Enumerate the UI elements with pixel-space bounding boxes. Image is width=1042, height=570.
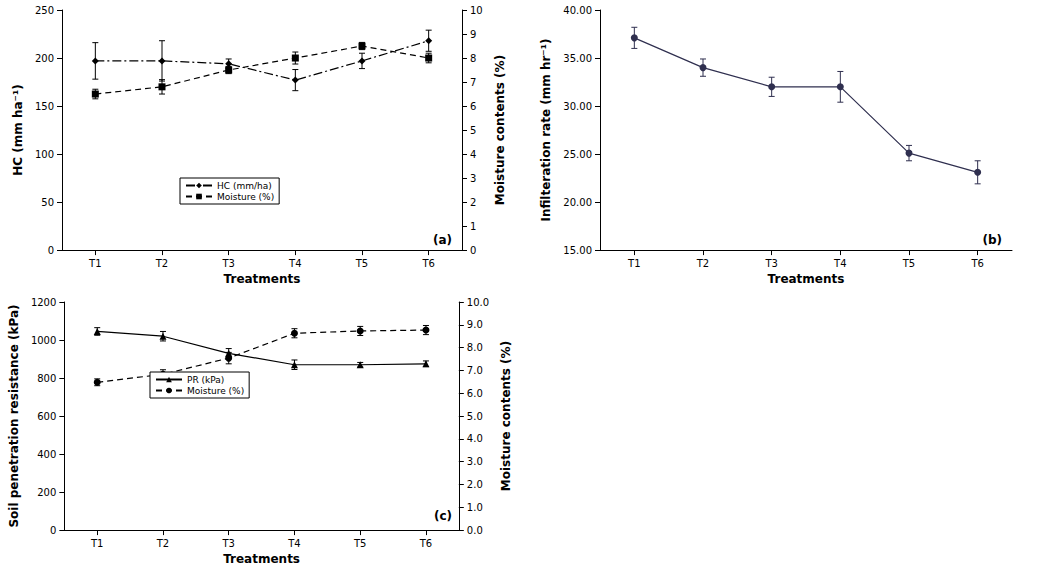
svg-text:1.0: 1.0 (467, 502, 483, 513)
svg-text:800: 800 (37, 373, 56, 384)
svg-text:40.00: 40.00 (563, 5, 592, 16)
svg-text:Treatments: Treatments (223, 552, 300, 566)
svg-text:T2: T2 (696, 258, 709, 269)
svg-text:T1: T1 (88, 258, 101, 269)
svg-text:HC (mm ha⁻¹): HC (mm ha⁻¹) (11, 84, 25, 175)
svg-text:Moisture (%): Moisture (%) (187, 386, 244, 396)
svg-text:Moisture contents (%): Moisture contents (%) (493, 55, 507, 205)
svg-text:7.0: 7.0 (467, 365, 483, 376)
svg-text:10: 10 (470, 5, 483, 16)
svg-text:(b): (b) (982, 233, 1002, 247)
svg-text:Treatments: Treatments (224, 272, 301, 286)
svg-text:8.0: 8.0 (467, 342, 483, 353)
svg-text:Soil penetration resistance (k: Soil penetration resistance (kPa) (7, 305, 21, 528)
svg-text:HC (mm/ha): HC (mm/ha) (217, 181, 272, 191)
svg-text:20.00: 20.00 (563, 197, 592, 208)
svg-text:150: 150 (35, 101, 54, 112)
svg-text:4: 4 (470, 149, 476, 160)
svg-text:10.0: 10.0 (467, 297, 489, 308)
svg-text:T4: T4 (833, 258, 846, 269)
svg-text:4.0: 4.0 (467, 433, 483, 444)
svg-text:1000: 1000 (31, 335, 56, 346)
svg-text:T5: T5 (355, 258, 368, 269)
svg-text:2: 2 (470, 197, 476, 208)
svg-text:Treatments: Treatments (768, 272, 845, 286)
svg-text:T3: T3 (221, 258, 234, 269)
svg-text:35.00: 35.00 (563, 53, 592, 64)
svg-text:200: 200 (35, 53, 54, 64)
svg-text:T5: T5 (353, 538, 366, 549)
svg-text:T3: T3 (221, 538, 234, 549)
svg-text:1: 1 (470, 221, 476, 232)
svg-text:3.0: 3.0 (467, 456, 483, 467)
svg-text:T4: T4 (287, 538, 300, 549)
svg-text:15.00: 15.00 (563, 245, 592, 256)
svg-text:600: 600 (37, 411, 56, 422)
svg-text:3: 3 (470, 173, 476, 184)
svg-text:(c): (c) (434, 509, 452, 523)
svg-text:T6: T6 (419, 538, 432, 549)
svg-text:T6: T6 (970, 258, 983, 269)
svg-text:6.0: 6.0 (467, 388, 483, 399)
svg-text:400: 400 (37, 449, 56, 460)
svg-text:T2: T2 (155, 258, 168, 269)
svg-text:50: 50 (41, 197, 54, 208)
svg-text:2.0: 2.0 (467, 479, 483, 490)
svg-text:250: 250 (35, 5, 54, 16)
svg-text:T4: T4 (288, 258, 301, 269)
svg-text:25.00: 25.00 (563, 149, 592, 160)
svg-text:100: 100 (35, 149, 54, 160)
svg-text:0.0: 0.0 (467, 525, 483, 536)
svg-text:T1: T1 (90, 538, 103, 549)
svg-text:0: 0 (50, 525, 56, 536)
svg-text:Moisture contents (%): Moisture contents (%) (499, 341, 513, 491)
svg-text:5.0: 5.0 (467, 411, 483, 422)
svg-text:9: 9 (470, 29, 476, 40)
svg-text:6: 6 (470, 101, 476, 112)
svg-text:30.00: 30.00 (563, 101, 592, 112)
svg-text:8: 8 (470, 53, 476, 64)
svg-text:(a): (a) (433, 233, 452, 247)
svg-text:T6: T6 (421, 258, 434, 269)
svg-text:200: 200 (37, 487, 56, 498)
svg-text:1200: 1200 (31, 297, 56, 308)
svg-text:5: 5 (470, 125, 476, 136)
svg-text:7: 7 (470, 77, 476, 88)
svg-text:T2: T2 (156, 538, 169, 549)
svg-text:T5: T5 (902, 258, 915, 269)
svg-text:T3: T3 (764, 258, 777, 269)
svg-text:Infilteration rate (mm hr⁻¹): Infilteration rate (mm hr⁻¹) (539, 39, 553, 222)
svg-text:0: 0 (470, 245, 476, 256)
svg-text:Moisture (%): Moisture (%) (217, 192, 274, 202)
svg-text:T1: T1 (627, 258, 640, 269)
svg-text:0: 0 (48, 245, 54, 256)
svg-text:PR (kPa): PR (kPa) (187, 375, 224, 385)
svg-text:9.0: 9.0 (467, 319, 483, 330)
